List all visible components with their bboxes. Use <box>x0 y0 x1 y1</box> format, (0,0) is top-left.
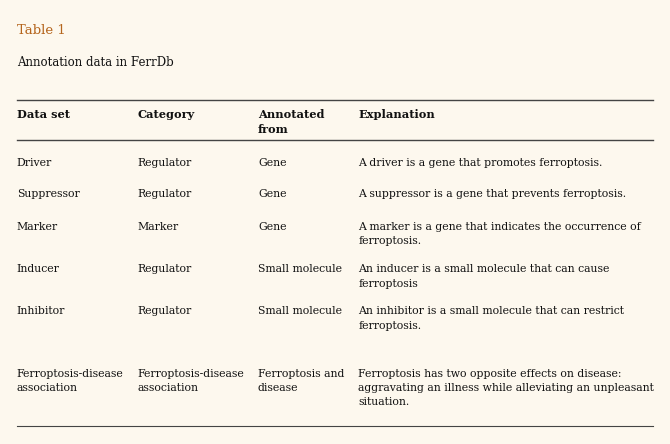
Text: Regulator: Regulator <box>137 158 192 168</box>
Text: Gene: Gene <box>258 189 287 199</box>
Text: Gene: Gene <box>258 158 287 168</box>
Text: Regulator: Regulator <box>137 189 192 199</box>
Text: Ferroptosis-disease
association: Ferroptosis-disease association <box>17 369 123 393</box>
Text: Table 1: Table 1 <box>17 24 66 37</box>
Text: Marker: Marker <box>17 222 58 232</box>
Text: Annotated
from: Annotated from <box>258 109 324 135</box>
Text: Regulator: Regulator <box>137 264 192 274</box>
Text: A driver is a gene that promotes ferroptosis.: A driver is a gene that promotes ferropt… <box>358 158 603 168</box>
Text: Ferroptosis and
disease: Ferroptosis and disease <box>258 369 344 393</box>
Text: Inhibitor: Inhibitor <box>17 306 65 317</box>
Text: Inducer: Inducer <box>17 264 60 274</box>
Text: Ferroptosis-disease
association: Ferroptosis-disease association <box>137 369 244 393</box>
Text: Explanation: Explanation <box>358 109 436 120</box>
Text: An inducer is a small molecule that can cause
ferroptosis: An inducer is a small molecule that can … <box>358 264 610 289</box>
Text: Suppressor: Suppressor <box>17 189 80 199</box>
Text: Driver: Driver <box>17 158 52 168</box>
Text: Small molecule: Small molecule <box>258 306 342 317</box>
Text: Regulator: Regulator <box>137 306 192 317</box>
Text: A suppressor is a gene that prevents ferroptosis.: A suppressor is a gene that prevents fer… <box>358 189 626 199</box>
Text: Marker: Marker <box>137 222 178 232</box>
Text: Annotation data in FerrDb: Annotation data in FerrDb <box>17 56 174 68</box>
Text: Gene: Gene <box>258 222 287 232</box>
Text: Small molecule: Small molecule <box>258 264 342 274</box>
Text: Category: Category <box>137 109 194 120</box>
Text: Data set: Data set <box>17 109 70 120</box>
Text: A marker is a gene that indicates the occurrence of
ferroptosis.: A marker is a gene that indicates the oc… <box>358 222 641 246</box>
Text: An inhibitor is a small molecule that can restrict
ferroptosis.: An inhibitor is a small molecule that ca… <box>358 306 624 331</box>
Text: Ferroptosis has two opposite effects on disease:
aggravating an illness while al: Ferroptosis has two opposite effects on … <box>358 369 655 407</box>
